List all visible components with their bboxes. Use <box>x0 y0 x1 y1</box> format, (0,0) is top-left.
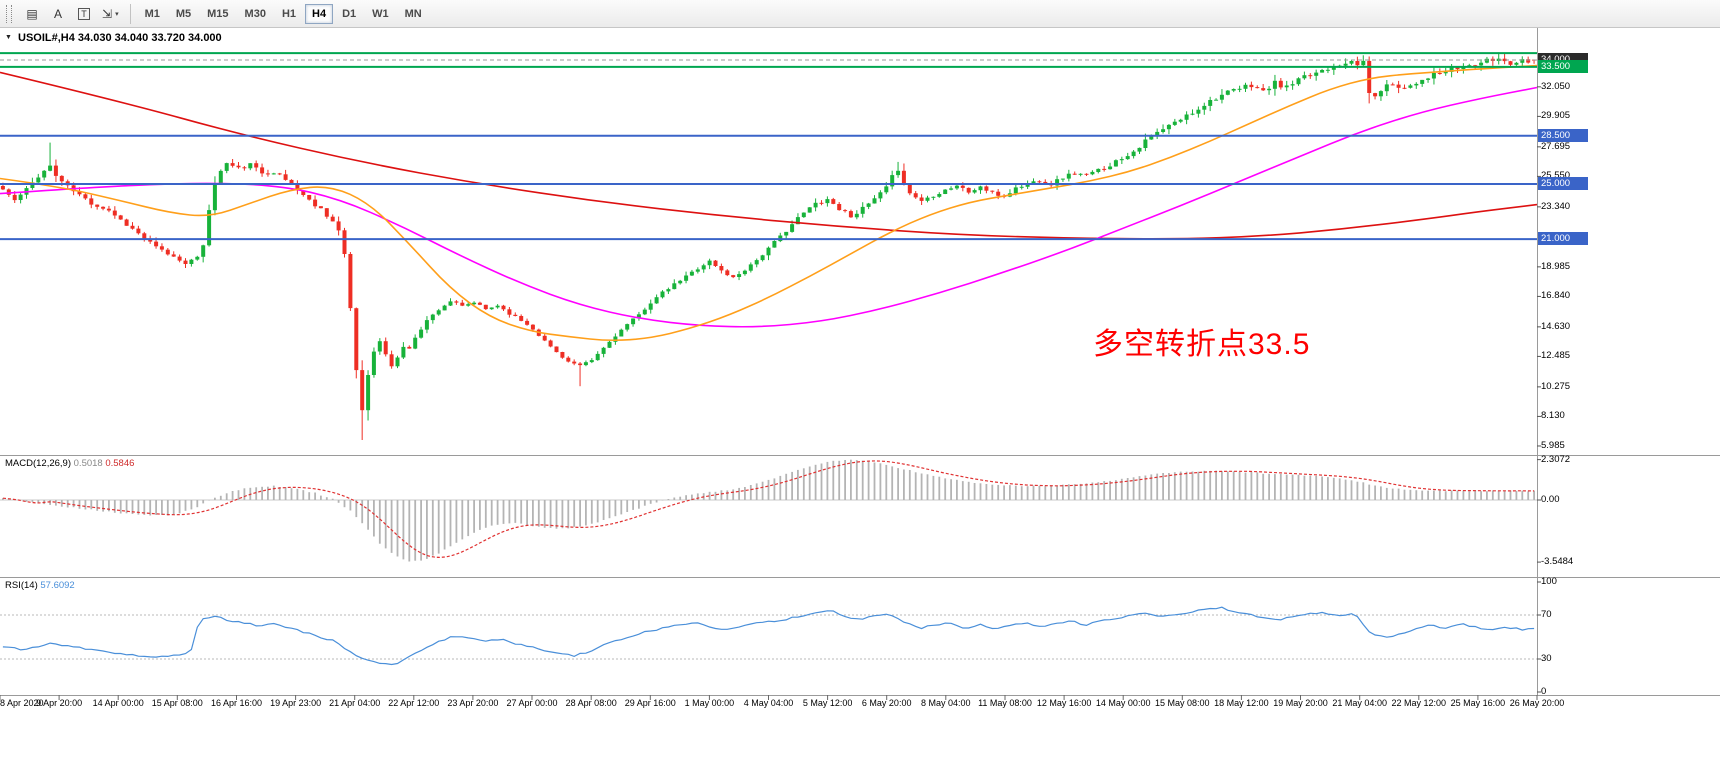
symbol-timeframe-label: USOIL#,H4 <box>18 32 75 44</box>
chart-title: ▼ USOIL#,H4 34.030 34.040 33.720 34.000 <box>5 32 222 44</box>
rsi-params: RSI(14) <box>5 580 38 591</box>
chart-annotation-text: 多空转折点33.5 <box>1093 328 1311 361</box>
ma-fast-orange <box>0 64 1538 342</box>
draw-objects-button[interactable]: ⇲ ▾ <box>98 3 123 25</box>
label-tool-button[interactable]: T <box>72 3 96 25</box>
candles-layer <box>0 52 1537 440</box>
timeframe-h4[interactable]: H4 <box>305 3 334 24</box>
timeframe-group: M1 M5 M15 M30 H1 H4 D1 W1 MN <box>137 3 430 24</box>
macd-signal-line <box>2 460 1535 558</box>
ma-slow-red <box>0 71 1538 240</box>
timeframe-m5[interactable]: M5 <box>169 4 198 24</box>
label-tool-icon: T <box>78 7 90 20</box>
timeframe-h1[interactable]: H1 <box>275 4 303 24</box>
timeframe-mn[interactable]: MN <box>398 4 429 24</box>
macd-params: MACD(12,26,9) <box>5 458 71 469</box>
toolbar-separator <box>129 3 131 24</box>
macd-histogram <box>2 459 1535 562</box>
top-toolbar: ▤ A T ⇲ ▾ M1 M5 M15 M30 H1 H4 D1 W1 MN <box>0 0 1720 28</box>
rsi-value: 57.6092 <box>40 580 75 591</box>
timeframe-w1[interactable]: W1 <box>365 4 396 24</box>
ma-mid-magenta <box>0 86 1538 328</box>
macd-indicator-label: MACD(12,26,9) 0.5018 0.5846 <box>5 458 134 469</box>
toolbar-grip[interactable] <box>6 4 12 23</box>
caret-down-icon: ▾ <box>115 10 119 18</box>
charts-tool-button[interactable]: ▤ <box>20 3 44 25</box>
draw-objects-icon: ⇲ <box>102 6 113 21</box>
rsi-indicator-label: RSI(14) 57.6092 <box>5 580 75 591</box>
chart-region: ▼ USOIL#,H4 34.030 34.040 33.720 34.000 … <box>0 28 1720 781</box>
timeframe-d1[interactable]: D1 <box>335 4 363 24</box>
macd-main-value: 0.5018 <box>73 458 103 469</box>
chart-canvas[interactable] <box>0 28 1720 781</box>
charts-grid-icon: ▤ <box>26 6 38 21</box>
macd-signal-value: 0.5846 <box>105 458 135 469</box>
timeframe-m30[interactable]: M30 <box>238 4 273 24</box>
rsi-line <box>2 606 1535 666</box>
ohlc-values: 34.030 34.040 33.720 34.000 <box>77 32 222 44</box>
text-tool-button[interactable]: A <box>46 3 70 25</box>
timeframe-m15[interactable]: M15 <box>200 4 235 24</box>
symbol-menu-icon[interactable]: ▼ <box>5 34 12 41</box>
text-tool-icon: A <box>53 6 62 21</box>
timeframe-m1[interactable]: M1 <box>138 4 167 24</box>
